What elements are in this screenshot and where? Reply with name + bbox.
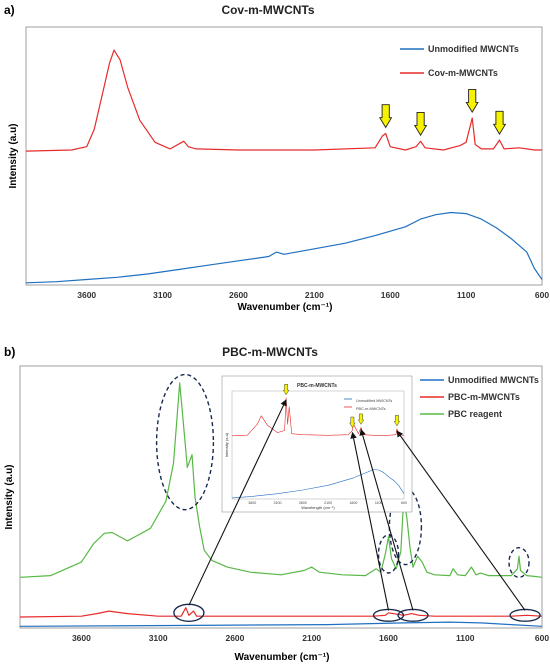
chart-panel-b: b) PBC-m-MWCNTs Intensity (a.u) Wavenumb… <box>4 345 549 663</box>
panel-b-legend: Unmodified MWCNTs PBC-m-MWCNTs PBC reagent <box>420 375 539 419</box>
panel-a-arrow-1 <box>378 104 393 129</box>
panel-a-arrow-3 <box>465 88 479 113</box>
connector-arrow-2 <box>350 431 390 611</box>
inset-arrow-4 <box>393 415 400 427</box>
inset-series-unmodified-mwcnts <box>231 469 405 499</box>
inset-tick-600: 600 <box>401 501 407 505</box>
panel-b-solid-ellipse-5 <box>173 603 205 622</box>
inset-tick-3100: 3100 <box>274 501 282 505</box>
panel-b-title: PBC-m-MWCNTs <box>222 345 318 359</box>
panel-a-series <box>25 49 543 284</box>
connector-arrow-1 <box>188 399 287 606</box>
panel-a-tick-1100: 1100 <box>457 290 476 300</box>
panel-b-tick-600: 600 <box>535 633 549 643</box>
panel-b-legend-label-pbc-reagent: PBC reagent <box>448 409 502 419</box>
inset-arrow-3 <box>357 413 365 425</box>
panel-b-xlabel: Wavenumber (cm⁻¹) <box>235 652 330 663</box>
panel-b-tick-2100: 2100 <box>302 633 321 643</box>
panel-b-x-ticks: 3600 3100 2600 2100 1600 1100 600 <box>72 633 549 643</box>
inset-legend-label-unmodified-mwcnts: Unmodified MWCNTs <box>356 399 392 403</box>
inset-arrow-1 <box>283 384 290 396</box>
panel-a-x-ticks: 3600 3100 2600 2100 1600 1100 600 <box>77 290 549 300</box>
panel-a-ylabel: Intensity (a.u) <box>8 123 19 188</box>
inset-legend: Unmodified MWCNTs PBC-m-MWCNTs <box>344 398 392 411</box>
inset-series <box>231 397 405 499</box>
panel-a-title: Cov-m-MWCNTs <box>221 3 314 17</box>
inset-tick-2100: 2100 <box>324 501 332 505</box>
inset-legend-label-pbc-m-mwcnts: PBC-m-MWCNTs <box>356 407 386 411</box>
inset-tick-1600: 1600 <box>349 501 357 505</box>
inset-frame <box>221 375 413 513</box>
panel-a-legend-label-cov-m-mwcnts: Cov-m-MWCNTs <box>428 68 498 78</box>
panel-b-tick-1600: 1600 <box>379 633 398 643</box>
panel-a-xlabel: Wavenumber (cm⁻¹) <box>238 302 333 313</box>
inset-tick-3600: 3600 <box>248 501 256 505</box>
inset-xlabel: Wavelength (cm⁻¹) <box>301 505 335 510</box>
panel-a-tick-3100: 3100 <box>153 290 172 300</box>
panel-a-arrow-4 <box>492 110 507 135</box>
panel-a-series-cov-m-mwcnts <box>25 49 542 152</box>
inset-connector-arrows <box>188 399 526 611</box>
panel-a-tick-3600: 3600 <box>77 290 96 300</box>
panel-b-tick-2600: 2600 <box>225 633 244 643</box>
inset-ylabel: Intensity (a.u) <box>224 432 229 457</box>
inset-arrow-2 <box>349 416 356 428</box>
connector-arrow-4 <box>396 430 526 611</box>
inset-x-ticks: 3600 3100 2600 2100 1600 1100 600 <box>248 501 407 505</box>
panel-b-solid-ellipse-8 <box>509 608 541 622</box>
panel-a-annotations <box>378 88 507 137</box>
panel-b-tick-3600: 3600 <box>72 633 91 643</box>
panel-b-series-unmodified-mwcnts <box>19 621 543 627</box>
panel-a-legend: Unmodified MWCNTs Cov-m-MWCNTs <box>400 44 519 78</box>
panel-a-legend-label-unmodified-mwcnts: Unmodified MWCNTs <box>428 44 519 54</box>
panel-a-arrow-2 <box>413 111 428 137</box>
panel-b-tick-3100: 3100 <box>149 633 168 643</box>
panel-b-dashed-ellipse-2 <box>377 534 400 574</box>
inset-plot-area <box>231 390 405 500</box>
panel-b-dashed-ellipse-3 <box>388 487 423 566</box>
connector-arrow-3 <box>359 428 414 611</box>
inset-annotations <box>283 384 400 428</box>
panel-b-tick-1100: 1100 <box>456 633 475 643</box>
panel-a-series-unmodified-mwcnts <box>25 211 543 284</box>
inset-tick-2600: 2600 <box>299 501 307 505</box>
panel-b-dashed-ellipse-4 <box>508 547 530 579</box>
chart-panel-a: a) Cov-m-MWCNTs Intensity (a.u) Wavenumb… <box>4 3 549 313</box>
panel-b-inset: PBC-m-MWCNTs Intensity (a.u) Wavelength … <box>221 375 413 513</box>
panel-a-tick-2600: 2600 <box>229 290 248 300</box>
panel-b-series-pbc-m-mwcnts <box>19 607 543 618</box>
panel-a-tick-1600: 1600 <box>381 290 400 300</box>
inset-series-pbc-m-mwcnts <box>231 397 405 437</box>
panel-a-plot-area <box>25 26 543 286</box>
panel-b-plot-area <box>19 365 543 629</box>
panel-b-letter: b) <box>4 345 15 359</box>
panel-a-tick-600: 600 <box>535 290 549 300</box>
panel-b-legend-label-unmodified-mwcnts: Unmodified MWCNTs <box>448 375 539 385</box>
inset-title: PBC-m-MWCNTs <box>297 383 337 389</box>
panel-b-legend-label-pbc-m-mwcnts: PBC-m-MWCNTs <box>448 392 520 402</box>
panel-a-tick-2100: 2100 <box>305 290 324 300</box>
panel-b-ylabel: Intensity (a.u) <box>4 464 15 529</box>
panel-a-letter: a) <box>4 3 15 17</box>
panel-b-series <box>19 382 543 627</box>
panel-b-dashed-ellipse-1 <box>155 373 215 511</box>
inset-tick-1100: 1100 <box>375 501 383 505</box>
panel-b-series-pbc-reagent <box>19 382 543 578</box>
